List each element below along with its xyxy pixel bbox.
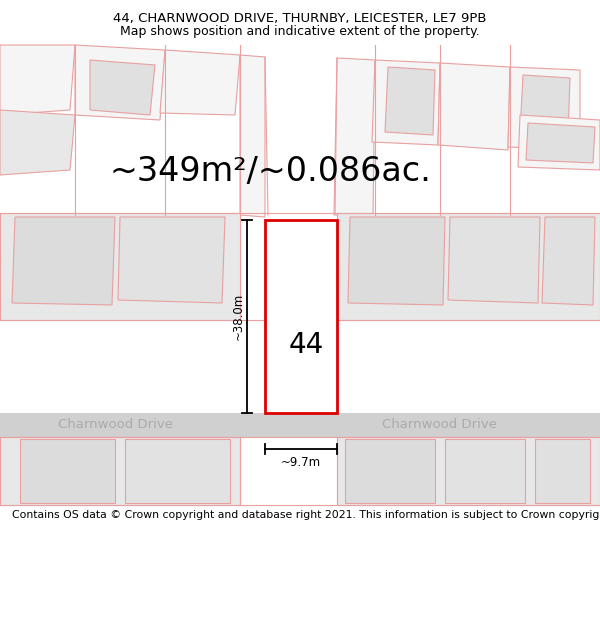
Text: ~349m²/~0.086ac.: ~349m²/~0.086ac. (109, 156, 431, 189)
Bar (445, 439, 525, 503)
Polygon shape (526, 123, 595, 163)
Polygon shape (542, 217, 595, 305)
Polygon shape (438, 63, 510, 150)
Polygon shape (0, 110, 75, 175)
Bar (535, 439, 590, 503)
Polygon shape (90, 60, 155, 115)
Polygon shape (12, 217, 115, 305)
Polygon shape (118, 217, 225, 303)
Polygon shape (448, 217, 540, 303)
Polygon shape (348, 217, 445, 305)
Polygon shape (518, 115, 600, 170)
Text: ~9.7m: ~9.7m (281, 456, 321, 469)
Polygon shape (335, 58, 375, 217)
Text: 44: 44 (289, 331, 323, 359)
Text: ~38.0m: ~38.0m (232, 293, 245, 340)
Text: Charnwood Drive: Charnwood Drive (58, 419, 173, 431)
Polygon shape (75, 45, 165, 120)
Polygon shape (0, 45, 75, 115)
Text: Charnwood Drive: Charnwood Drive (383, 419, 497, 431)
Polygon shape (508, 67, 580, 150)
Polygon shape (337, 213, 600, 320)
Polygon shape (385, 67, 435, 135)
Polygon shape (520, 75, 570, 135)
Text: Map shows position and indicative extent of the property.: Map shows position and indicative extent… (120, 25, 480, 38)
Polygon shape (240, 55, 265, 217)
Text: 44, CHARNWOOD DRIVE, THURNBY, LEICESTER, LE7 9PB: 44, CHARNWOOD DRIVE, THURNBY, LEICESTER,… (113, 12, 487, 25)
Bar (337, 437, 600, 505)
Polygon shape (160, 50, 240, 115)
Bar (125, 439, 230, 503)
Bar (0, 437, 240, 505)
Polygon shape (372, 60, 440, 145)
Polygon shape (0, 213, 240, 320)
Text: Contains OS data © Crown copyright and database right 2021. This information is : Contains OS data © Crown copyright and d… (12, 510, 600, 520)
Bar (20, 439, 115, 503)
Bar (265, 220, 337, 413)
Bar (345, 439, 435, 503)
Bar (0, 413, 600, 437)
